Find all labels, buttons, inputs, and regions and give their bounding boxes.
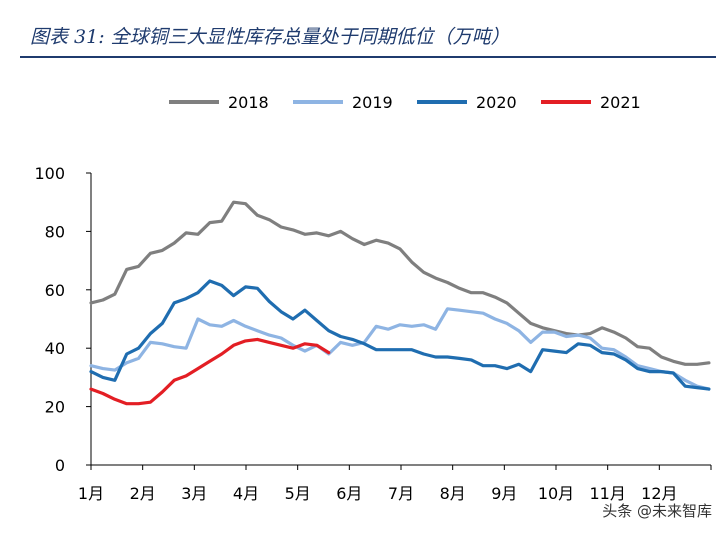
series-line-2021 (89, 337, 331, 406)
series-line-2018 (89, 200, 711, 366)
title-rule (20, 56, 716, 58)
x-tick-label: 5月 (285, 484, 311, 503)
series-line-2020 (89, 279, 711, 391)
legend-label-2021: 2021 (600, 93, 641, 112)
x-tick-label: 4月 (233, 484, 259, 503)
x-tick-label: 3月 (181, 484, 207, 503)
watermark: 头条 @未来智库 (602, 502, 712, 520)
legend-label-2019: 2019 (352, 93, 393, 112)
series-lines (89, 200, 711, 406)
x-tick-label: 12月 (641, 484, 677, 503)
x-tick-label: 9月 (491, 484, 517, 503)
figure-number: 图表 31: (30, 26, 105, 48)
title-text: 全球铜三大显性库存总量处于同期低位（万吨） (110, 26, 510, 48)
y-tick-label: 60 (45, 281, 65, 300)
x-tick-label: 2月 (130, 484, 156, 503)
legend-label-2018: 2018 (228, 93, 269, 112)
x-tick-label: 8月 (440, 484, 466, 503)
y-tick-label: 20 (45, 398, 65, 417)
chart-title: 图表 31: 全球铜三大显性库存总量处于同期低位（万吨） (30, 22, 510, 49)
legend: 2018 2019 2020 2021 (169, 93, 641, 112)
axes: 0 20 40 60 80 100 1月 2月 3月 4月 5月 6月 7月 8月 9月 10月 11月 12月 (34, 164, 712, 503)
x-tick-label: 1月 (78, 484, 104, 503)
y-tick-label: 0 (55, 456, 65, 475)
y-tick-label: 100 (34, 164, 65, 183)
x-tick-label: 6月 (336, 484, 362, 503)
series-line-2019 (89, 307, 711, 391)
x-tick-label: 10月 (538, 484, 574, 503)
x-tick-label: 7月 (388, 484, 414, 503)
y-tick-label: 40 (45, 339, 65, 358)
x-tick-label: 11月 (589, 484, 625, 503)
y-tick-label: 80 (45, 222, 65, 241)
legend-label-2020: 2020 (476, 93, 517, 112)
